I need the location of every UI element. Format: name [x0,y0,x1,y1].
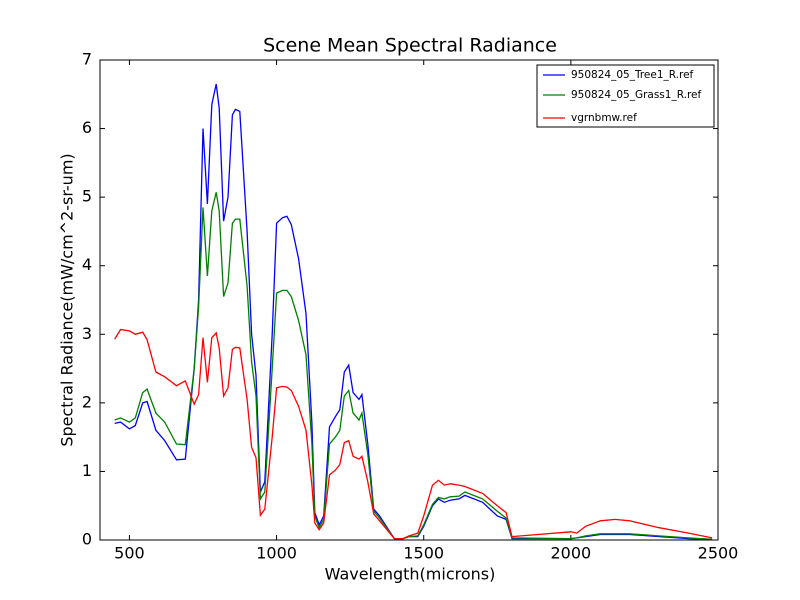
x-tick-label: 2500 [698,544,739,563]
x-tick-label: 1000 [256,544,297,563]
legend-label: vgrnbmw.ref [571,112,637,124]
y-tick-label: 0 [82,530,92,549]
y-tick-label: 5 [82,187,92,206]
y-tick-label: 7 [82,50,92,69]
x-axis-label: Wavelength(microns) [325,565,496,584]
data-line [114,192,713,540]
chart-title: Scene Mean Spectral Radiance [263,35,557,57]
y-tick-label: 1 [82,461,92,480]
y-axis-label: Spectral Radiance(mW/cm^2-sr-um) [58,153,77,446]
data-line [114,328,713,540]
data-line [114,83,713,540]
y-tick-label: 3 [82,324,92,343]
y-tick-label: 6 [82,118,92,137]
legend-box [536,64,715,128]
y-tick-label: 4 [82,255,92,274]
x-tick-label: 500 [114,544,145,563]
legend-label: 950824_05_Tree1_R.ref [571,69,694,81]
plot-frame [99,59,719,541]
x-tick-label: 2000 [550,544,591,563]
legend-label: 950824_05_Grass1_R.ref [571,89,702,101]
y-tick-label: 2 [82,392,92,411]
x-tick-label: 1500 [403,544,444,563]
